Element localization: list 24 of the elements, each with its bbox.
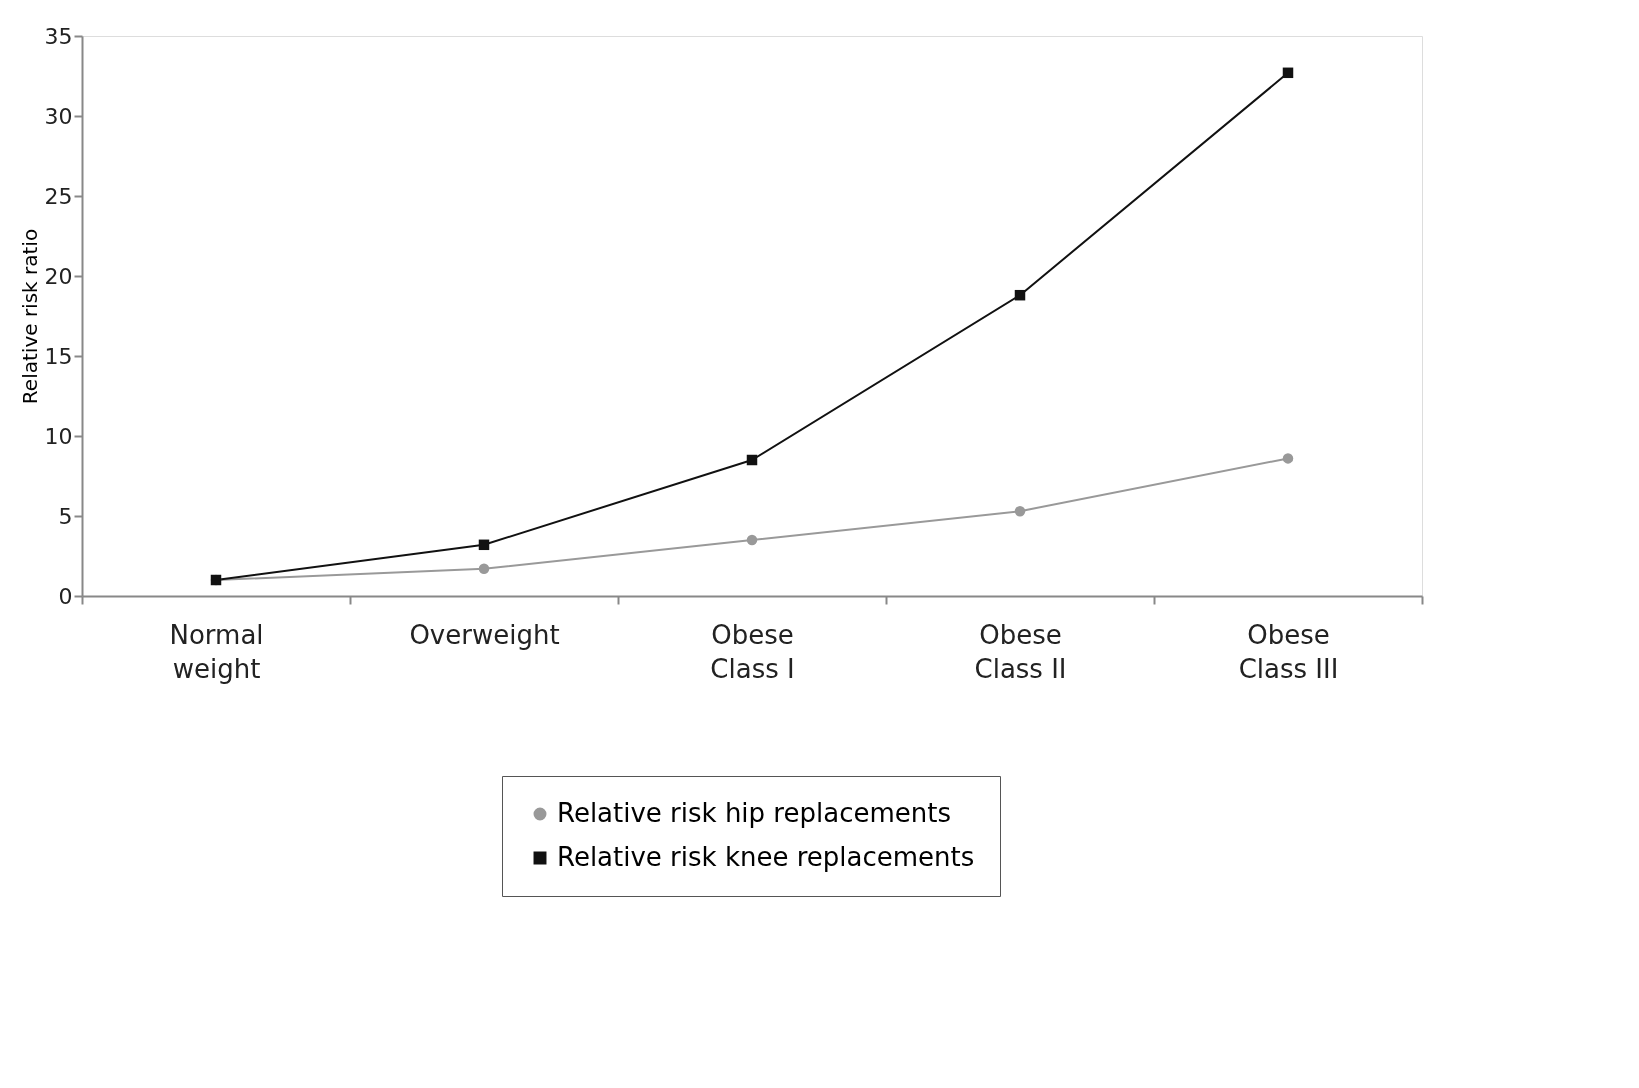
y-tick-label: 5: [58, 503, 73, 529]
point: [1282, 67, 1294, 79]
x-tick-label: Obese Class II: [974, 619, 1067, 684]
point: [1014, 505, 1026, 517]
x-tick-label: Obese Class III: [1238, 619, 1339, 684]
y-tick-label: 15: [44, 343, 73, 369]
y-tick-label: 10: [44, 423, 73, 449]
y-tick-label: 20: [44, 263, 73, 289]
x-tick-label: Overweight: [409, 619, 560, 650]
legend-label: Relative risk hip replacements: [557, 798, 951, 828]
point: [746, 454, 758, 466]
point: [746, 534, 758, 546]
point: [478, 539, 490, 551]
y-tick-label: 0: [58, 583, 73, 609]
y-tick-label: 25: [44, 183, 73, 209]
point: [478, 563, 490, 575]
y-axis-title: Relative risk ratio: [17, 228, 42, 405]
y-tick-label: 30: [44, 103, 73, 129]
legend-label: Relative risk knee replacements: [557, 842, 975, 872]
point: [1282, 453, 1294, 464]
y-tick-label: 35: [44, 23, 73, 49]
x-tick-label: Obese Class I: [710, 619, 795, 684]
x-tick-label: Normal weight: [169, 619, 264, 684]
point: [1014, 289, 1026, 301]
